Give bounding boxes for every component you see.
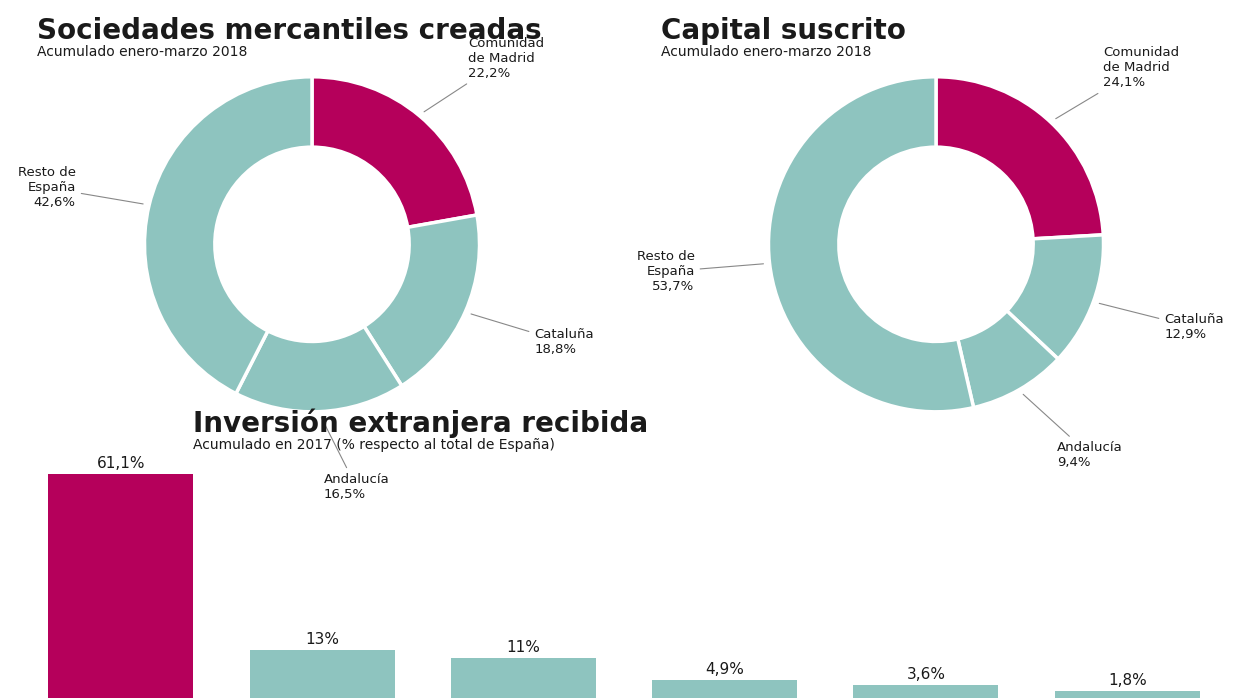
Text: 4,9%: 4,9% <box>705 662 744 677</box>
Bar <box>451 658 595 698</box>
Text: 61,1%: 61,1% <box>96 456 145 471</box>
Text: 1,8%: 1,8% <box>1108 674 1147 688</box>
Bar <box>250 651 394 698</box>
Wedge shape <box>769 77 973 412</box>
Wedge shape <box>957 311 1058 408</box>
Text: Sociedades mercantiles creadas: Sociedades mercantiles creadas <box>37 17 542 45</box>
Wedge shape <box>936 77 1103 239</box>
Text: Inversión extranjera recibida: Inversión extranjera recibida <box>193 408 649 438</box>
Wedge shape <box>1007 235 1103 359</box>
Bar <box>854 685 998 698</box>
Text: Cataluña
12,9%: Cataluña 12,9% <box>1099 304 1224 341</box>
Text: Acumulado enero-marzo 2018: Acumulado enero-marzo 2018 <box>37 45 248 59</box>
Text: Resto de
España
53,7%: Resto de España 53,7% <box>636 250 764 293</box>
Text: Cataluña
18,8%: Cataluña 18,8% <box>470 314 594 356</box>
Wedge shape <box>364 215 479 386</box>
Text: Andalucía
9,4%: Andalucía 9,4% <box>1023 394 1123 469</box>
Text: Comunidad
de Madrid
22,2%: Comunidad de Madrid 22,2% <box>424 36 544 112</box>
Text: 13%: 13% <box>305 632 339 648</box>
Text: Capital suscrito: Capital suscrito <box>661 17 906 45</box>
Text: Comunidad
de Madrid
24,1%: Comunidad de Madrid 24,1% <box>1056 46 1179 119</box>
Wedge shape <box>236 327 402 412</box>
Text: Andalucía
16,5%: Andalucía 16,5% <box>321 417 389 501</box>
Wedge shape <box>312 77 477 228</box>
Bar <box>1055 692 1199 698</box>
Wedge shape <box>145 77 312 394</box>
Text: 3,6%: 3,6% <box>906 667 946 682</box>
Text: Resto de
España
42,6%: Resto de España 42,6% <box>17 166 144 209</box>
Text: Acumulado en 2017 (% respecto al total de España): Acumulado en 2017 (% respecto al total d… <box>193 438 555 452</box>
Bar <box>653 680 797 698</box>
Text: Acumulado enero-marzo 2018: Acumulado enero-marzo 2018 <box>661 45 872 59</box>
Text: 11%: 11% <box>507 640 540 655</box>
Bar <box>49 474 193 698</box>
